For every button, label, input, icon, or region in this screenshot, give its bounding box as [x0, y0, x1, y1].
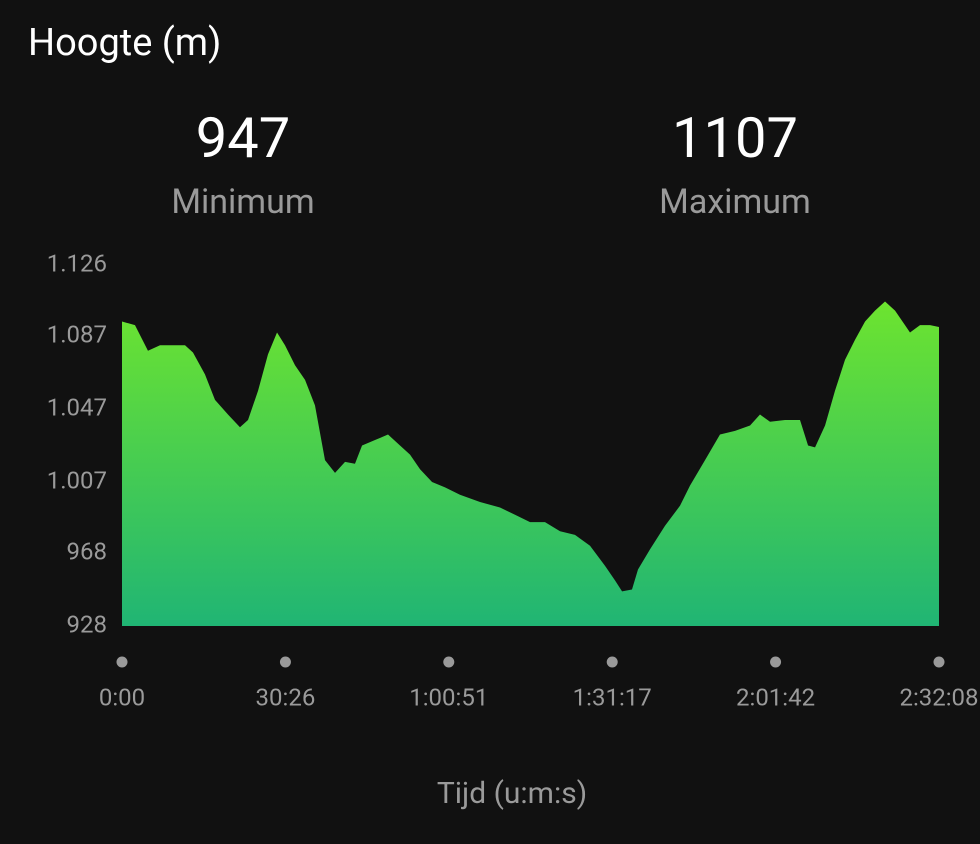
- x-tick-label: 1:00:51: [409, 683, 488, 711]
- stat-value: 1107: [672, 105, 798, 171]
- x-tick-dot: [933, 656, 945, 668]
- x-tick-label: 2:32:08: [899, 683, 978, 711]
- x-axis-label: Tijd (u:m:s): [437, 776, 587, 811]
- y-tick-label: 928: [67, 610, 107, 638]
- x-tick-dot: [279, 656, 291, 668]
- stat-label: Minimum: [171, 182, 314, 222]
- y-tick-label: 1.126: [47, 249, 107, 277]
- y-tick-label: 968: [67, 537, 107, 565]
- stat-value: 947: [196, 105, 290, 171]
- x-tick-label: 0:00: [99, 683, 145, 711]
- x-tick-dot: [770, 656, 782, 668]
- x-tick-label: 1:31:17: [573, 683, 652, 711]
- x-tick-label: 2:01:42: [736, 683, 815, 711]
- y-tick-label: 1.047: [47, 393, 107, 421]
- x-tick-dot: [116, 656, 128, 668]
- chart-title: Hoogte (m): [28, 21, 221, 65]
- elevation-area: [122, 301, 939, 626]
- y-tick-label: 1.007: [47, 466, 107, 494]
- y-tick-label: 1.087: [47, 320, 107, 348]
- x-tick-dot: [606, 656, 618, 668]
- stat-label: Maximum: [659, 182, 811, 222]
- x-tick-dot: [443, 656, 455, 668]
- x-tick-label: 30:26: [256, 683, 316, 711]
